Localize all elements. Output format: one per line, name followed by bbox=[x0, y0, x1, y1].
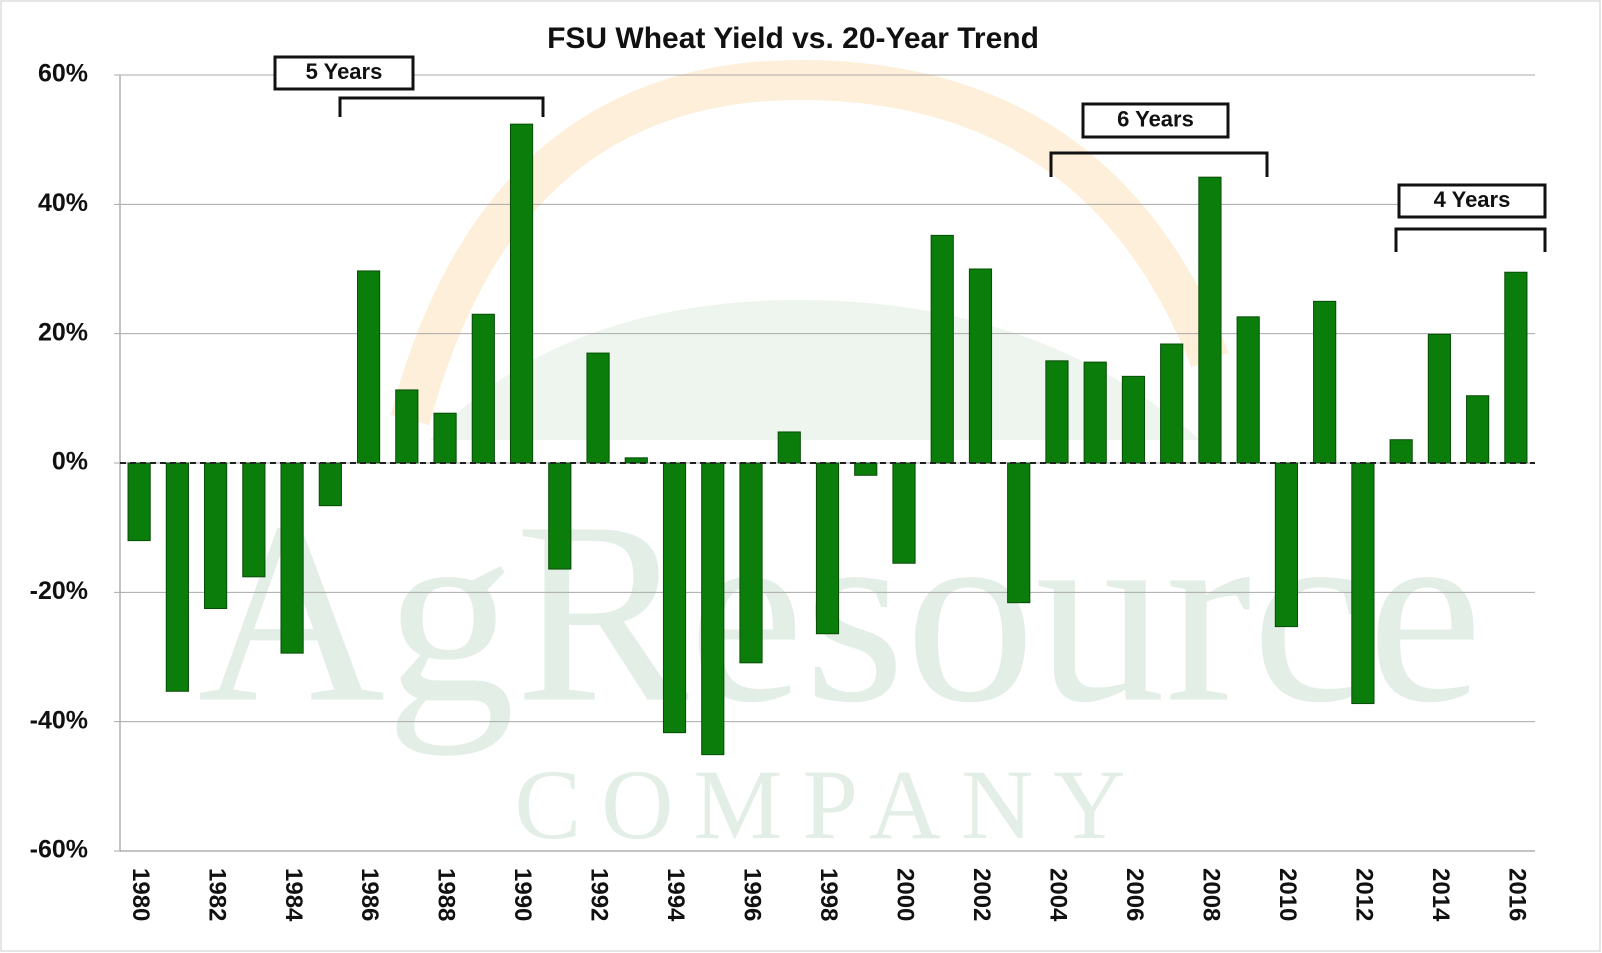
bar bbox=[357, 271, 379, 463]
bar bbox=[702, 463, 724, 755]
x-tick-label: 1982 bbox=[203, 868, 230, 921]
y-tick-label: -40% bbox=[30, 706, 88, 734]
x-tick-label: 2016 bbox=[1504, 868, 1531, 921]
x-tick-label: 1988 bbox=[433, 868, 460, 921]
annotation: 4 Years bbox=[1434, 187, 1511, 212]
x-tick-label: 2014 bbox=[1427, 868, 1454, 922]
x-tick-label: 1998 bbox=[815, 868, 842, 921]
x-tick-label: 1984 bbox=[280, 868, 307, 922]
x-tick-label: 1994 bbox=[662, 868, 689, 922]
bar bbox=[1199, 177, 1221, 463]
bar bbox=[1275, 463, 1297, 627]
bar bbox=[1046, 361, 1068, 463]
chart: AgResource COMPANY FSU Wheat Yield vs. 2… bbox=[0, 0, 1602, 953]
annotation: 5 Years bbox=[306, 59, 383, 84]
bar bbox=[816, 463, 838, 634]
x-tick-label: 1980 bbox=[127, 868, 154, 921]
watermark: COMPANY bbox=[515, 749, 1146, 860]
bar bbox=[319, 463, 341, 506]
bar bbox=[969, 269, 991, 463]
bar bbox=[931, 235, 953, 463]
bar bbox=[1505, 272, 1527, 463]
bar bbox=[128, 463, 150, 541]
bar bbox=[1008, 463, 1030, 603]
bar bbox=[1161, 344, 1183, 463]
bar bbox=[1084, 362, 1106, 463]
x-tick-label: 2004 bbox=[1045, 868, 1072, 922]
x-tick-label: 1990 bbox=[509, 868, 536, 921]
bar bbox=[434, 413, 456, 463]
bar bbox=[587, 353, 609, 463]
bar bbox=[166, 463, 188, 691]
bar bbox=[663, 463, 685, 733]
x-tick-label: 1992 bbox=[586, 868, 613, 921]
x-tick-label: 2002 bbox=[968, 868, 995, 921]
bar bbox=[205, 463, 227, 609]
x-tick-label: 2008 bbox=[1198, 868, 1225, 921]
annotation: 6 Years bbox=[1117, 106, 1194, 131]
y-tick-label: -20% bbox=[30, 577, 88, 605]
x-tick-label: 1996 bbox=[739, 868, 766, 921]
bar bbox=[740, 463, 762, 663]
x-tick-label: 2006 bbox=[1121, 868, 1148, 921]
y-tick-label: 0% bbox=[52, 448, 88, 476]
bar bbox=[1352, 463, 1374, 704]
y-tick-label: -60% bbox=[30, 836, 88, 864]
bar bbox=[281, 463, 303, 653]
bar bbox=[1428, 334, 1450, 463]
x-tick-label: 2000 bbox=[892, 868, 919, 921]
bar bbox=[1467, 396, 1489, 463]
bar bbox=[472, 314, 494, 463]
x-tick-label: 1986 bbox=[356, 868, 383, 921]
y-tick-label: 40% bbox=[38, 189, 88, 217]
bar bbox=[243, 463, 265, 577]
bar bbox=[396, 390, 418, 463]
y-tick-label: 20% bbox=[38, 318, 88, 346]
x-tick-label: 2010 bbox=[1274, 868, 1301, 921]
bar bbox=[855, 463, 877, 475]
chart-title: FSU Wheat Yield vs. 20-Year Trend bbox=[547, 22, 1039, 55]
bar bbox=[1314, 301, 1336, 463]
bar bbox=[510, 124, 532, 463]
bar bbox=[778, 432, 800, 463]
bar bbox=[893, 463, 915, 563]
y-tick-label: 60% bbox=[38, 60, 88, 88]
x-tick-label: 2012 bbox=[1351, 868, 1378, 921]
bar bbox=[1237, 317, 1259, 463]
bar bbox=[1390, 440, 1412, 463]
bar bbox=[549, 463, 571, 569]
bar bbox=[1122, 376, 1144, 463]
